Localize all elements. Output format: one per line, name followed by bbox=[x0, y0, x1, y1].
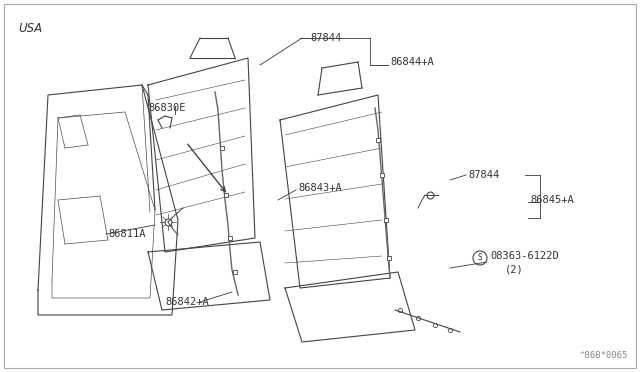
Text: ^868*0065: ^868*0065 bbox=[580, 351, 628, 360]
Text: 86844+A: 86844+A bbox=[390, 57, 434, 67]
Text: 87844: 87844 bbox=[468, 170, 499, 180]
Text: (2): (2) bbox=[505, 265, 524, 275]
Text: USA: USA bbox=[18, 22, 42, 35]
Text: 86811A: 86811A bbox=[108, 229, 145, 239]
Text: 86830E: 86830E bbox=[148, 103, 186, 113]
Text: S: S bbox=[477, 253, 483, 263]
Text: 08363-6122D: 08363-6122D bbox=[490, 251, 559, 261]
Text: 86843+A: 86843+A bbox=[298, 183, 342, 193]
Text: 86845+A: 86845+A bbox=[530, 195, 573, 205]
Text: 87844: 87844 bbox=[310, 33, 341, 43]
Text: 86842+A: 86842+A bbox=[165, 297, 209, 307]
